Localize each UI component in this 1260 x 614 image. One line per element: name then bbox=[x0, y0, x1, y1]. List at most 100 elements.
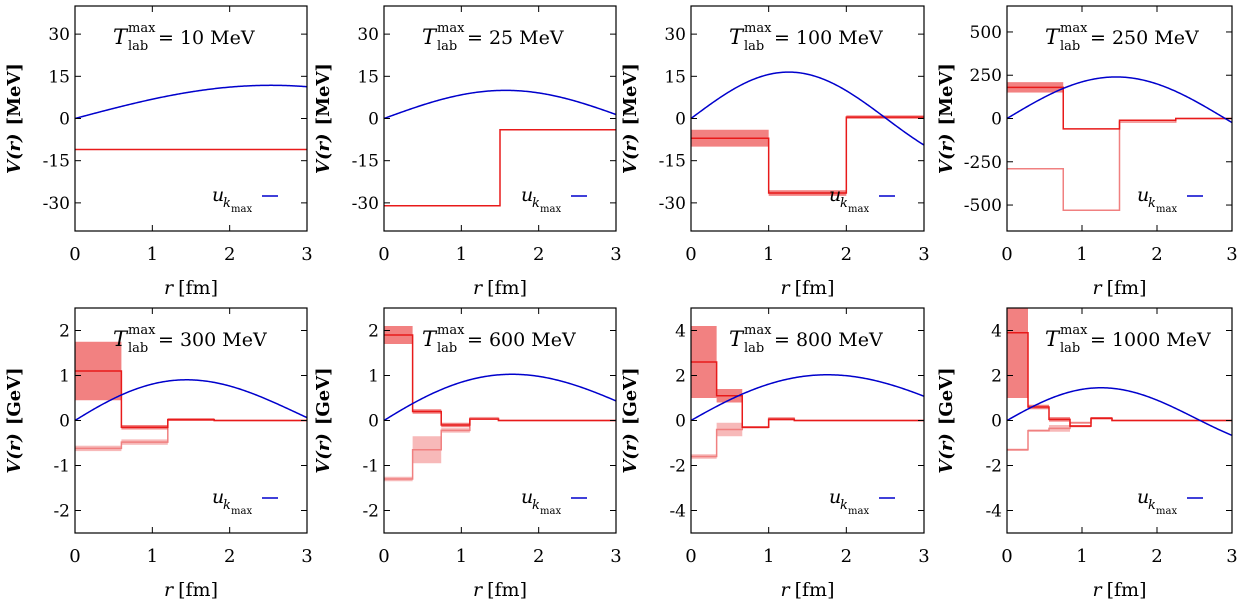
legend-sub: k bbox=[223, 498, 231, 513]
x-axis-label: r [fm] bbox=[781, 277, 835, 299]
title-subscript: lab bbox=[744, 341, 764, 356]
y-axis-var: V(r) bbox=[4, 433, 25, 473]
legend: uk max bbox=[212, 184, 278, 215]
legend-sub: k bbox=[840, 498, 848, 513]
legend-subsub: max bbox=[1156, 506, 1177, 517]
panel-4: -500 -250 0 250 500 0 1 2 3 r [fm] V(r) [MeV] T max lab… bbox=[936, 5, 1238, 299]
x-axis-label: r [fm] bbox=[164, 277, 218, 299]
title-subscript: lab bbox=[744, 39, 764, 54]
title-value: = 600 MeV bbox=[467, 329, 576, 351]
y-tick-label: -1 bbox=[53, 457, 70, 477]
title-superscript: max bbox=[744, 323, 772, 338]
y-tick-label: 2 bbox=[675, 367, 686, 387]
y-axis-label: V(r) [GeV] bbox=[313, 367, 334, 473]
x-tick-label: 2 bbox=[1151, 546, 1162, 567]
plot-area bbox=[75, 341, 307, 452]
x-axis-var: r bbox=[1093, 277, 1104, 299]
panel-1: -30 -15 0 15 30 0 1 2 3 r [fm] V(r) [MeV] T max lab = 10… bbox=[4, 5, 313, 299]
x-tick-label: 1 bbox=[147, 546, 158, 567]
legend: uk max bbox=[212, 486, 278, 517]
legend: uk max bbox=[521, 486, 587, 517]
y-axis-var: V(r) bbox=[313, 433, 334, 473]
y-axis-label: V(r) [MeV] bbox=[4, 63, 25, 174]
y-tick-label: 0 bbox=[675, 110, 686, 130]
legend-sub: k bbox=[532, 196, 540, 211]
title-subscript: lab bbox=[437, 39, 457, 54]
x-axis-label: r [fm] bbox=[473, 277, 527, 299]
y-axis-var: V(r) bbox=[4, 133, 25, 173]
y-tick-label: 0 bbox=[991, 110, 1002, 130]
title-subscript: lab bbox=[128, 341, 148, 356]
x-axis-label: r [fm] bbox=[473, 579, 527, 601]
plot-area bbox=[384, 89, 616, 207]
x-tick-label: 3 bbox=[918, 546, 929, 567]
title-symbol: T bbox=[729, 327, 745, 351]
y-tick-label: -250 bbox=[964, 153, 1002, 173]
y-tick-label: -2 bbox=[53, 502, 70, 522]
title-subscript: lab bbox=[128, 39, 148, 54]
y-axis-var: V(r) bbox=[936, 433, 957, 473]
x-axis-unit: [fm] bbox=[1107, 579, 1147, 601]
x-tick-label: 2 bbox=[533, 244, 544, 265]
title-superscript: max bbox=[128, 323, 156, 338]
x-tick-label: 0 bbox=[378, 546, 389, 567]
x-axis-unit: [fm] bbox=[487, 277, 527, 299]
x-tick-label: 0 bbox=[69, 546, 80, 567]
y-tick-label: 1 bbox=[368, 367, 379, 387]
x-axis-var: r bbox=[781, 277, 792, 299]
plot-area bbox=[691, 326, 924, 459]
title-value: = 1000 MeV bbox=[1090, 329, 1211, 351]
upper-step-line bbox=[691, 361, 924, 428]
wave-function-line bbox=[75, 379, 307, 422]
y-tick-label: 0 bbox=[368, 412, 379, 432]
x-axis-var: r bbox=[1093, 579, 1104, 601]
y-axis-var: V(r) bbox=[313, 133, 334, 173]
x-tick-label: 1 bbox=[456, 546, 467, 567]
x-axis-unit: [fm] bbox=[1107, 277, 1147, 299]
y-axis-unit: [MeV] bbox=[620, 63, 641, 125]
y-tick-label: 30 bbox=[664, 25, 686, 45]
upper-step-line bbox=[384, 129, 616, 207]
y-axis-var: V(r) bbox=[620, 133, 641, 173]
y-tick-label: -30 bbox=[352, 194, 379, 214]
legend-label: u bbox=[212, 486, 224, 508]
x-tick-label: 3 bbox=[301, 244, 312, 265]
x-tick-label: 3 bbox=[301, 546, 312, 567]
y-axis-unit: [MeV] bbox=[313, 63, 334, 125]
y-axis-label: V(r) [GeV] bbox=[4, 367, 25, 473]
y-axis-label: V(r) [GeV] bbox=[936, 367, 957, 473]
x-axis-var: r bbox=[473, 277, 484, 299]
x-axis-label: r [fm] bbox=[164, 579, 218, 601]
y-tick-label: -2 bbox=[362, 502, 379, 522]
x-axis-var: r bbox=[164, 579, 175, 601]
legend-label: u bbox=[1137, 184, 1149, 206]
y-tick-label: 30 bbox=[357, 25, 379, 45]
title-symbol: T bbox=[729, 25, 745, 49]
legend-sub: k bbox=[532, 498, 540, 513]
title-superscript: max bbox=[744, 21, 772, 36]
x-axis-unit: [fm] bbox=[795, 579, 835, 601]
x-axis-unit: [fm] bbox=[487, 579, 527, 601]
y-axis-unit: [GeV] bbox=[313, 367, 334, 425]
title-symbol: T bbox=[422, 327, 438, 351]
x-tick-label: 2 bbox=[841, 546, 852, 567]
y-tick-label: 250 bbox=[970, 66, 1002, 86]
y-axis-label: V(r) [MeV] bbox=[313, 63, 334, 174]
x-axis-unit: [fm] bbox=[795, 277, 835, 299]
wave-function-line bbox=[691, 374, 924, 422]
title-superscript: max bbox=[437, 21, 465, 36]
x-tick-label: 3 bbox=[610, 546, 621, 567]
lower-step-line bbox=[75, 418, 307, 450]
legend-subsub: max bbox=[540, 506, 561, 517]
title-superscript: max bbox=[437, 323, 465, 338]
legend-subsub: max bbox=[231, 506, 252, 517]
x-axis-var: r bbox=[164, 277, 175, 299]
y-tick-label: 30 bbox=[48, 25, 70, 45]
x-axis-unit: [fm] bbox=[178, 579, 218, 601]
title-value: = 100 MeV bbox=[774, 27, 883, 49]
upper-step-line bbox=[691, 116, 924, 194]
x-axis-var: r bbox=[473, 579, 484, 601]
